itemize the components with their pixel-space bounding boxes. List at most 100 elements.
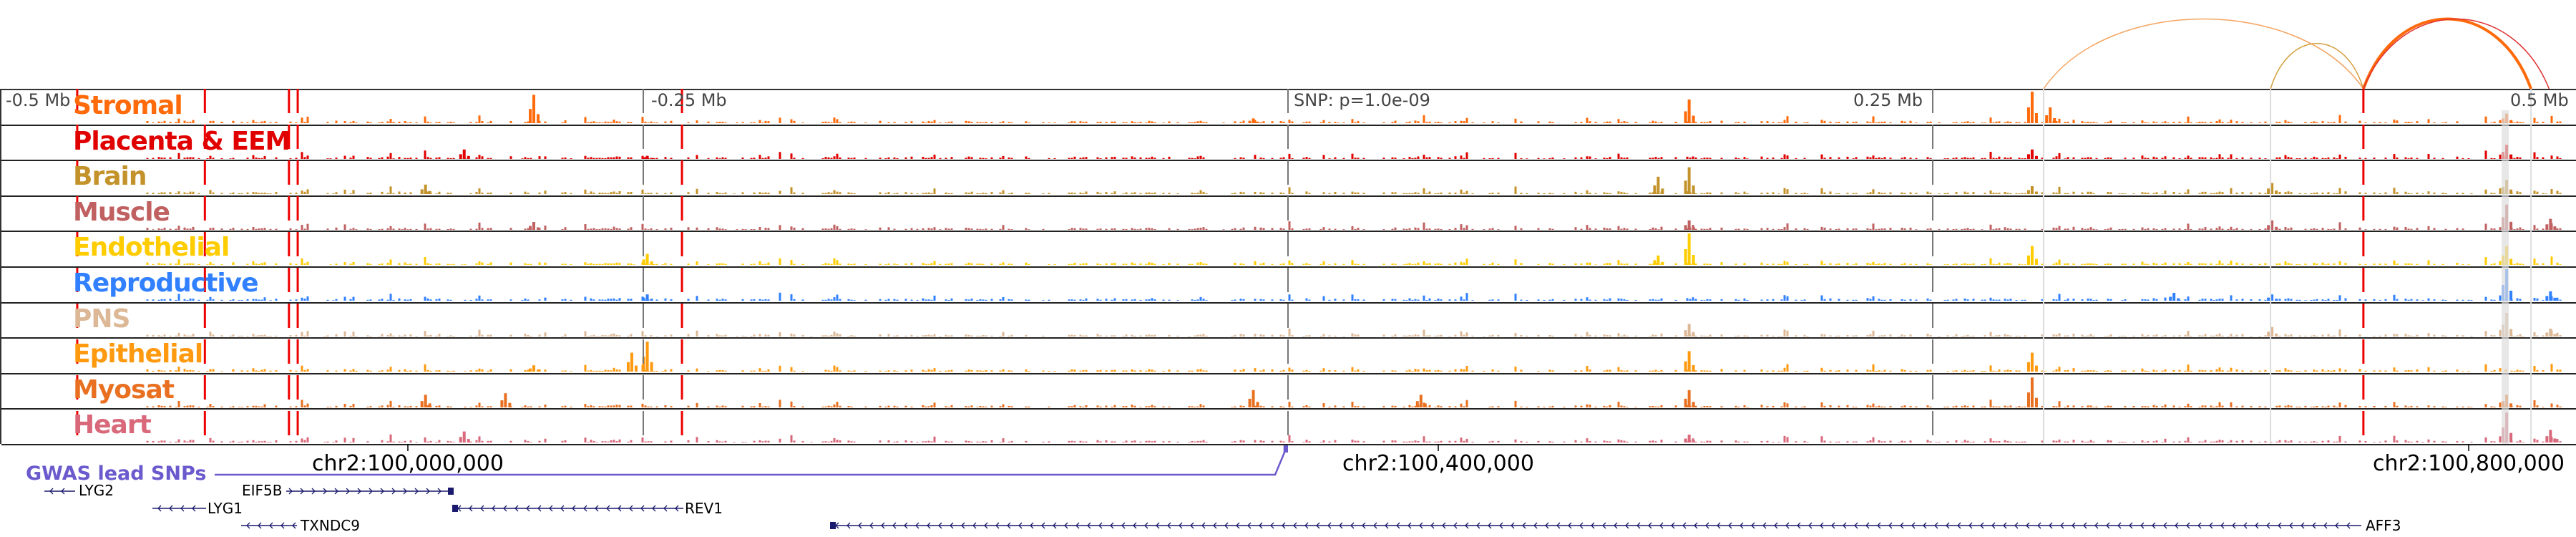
- signal-peak: [2545, 430, 2557, 443]
- track-label: Brain: [73, 162, 147, 192]
- gene-label-lyg2[interactable]: LYG2: [79, 482, 114, 499]
- signal-peak: [420, 395, 431, 407]
- snp-label: SNP: p=1.0e-09: [1294, 90, 1430, 110]
- track-label: Reproductive: [73, 268, 259, 298]
- ruler-label: -0.5 Mb: [6, 90, 71, 110]
- track-label: Muscle: [73, 197, 170, 227]
- signal-peak: [1653, 176, 1664, 195]
- signal-peak: [420, 184, 431, 195]
- signal-background: [146, 400, 2562, 407]
- signal-peak: [1684, 233, 1695, 266]
- ruler-label: 0.5 Mb: [2510, 90, 2569, 110]
- gene-lyg1[interactable]: [152, 505, 206, 512]
- gene-lyg2[interactable]: [44, 488, 75, 495]
- track-signal: [146, 312, 2562, 337]
- signal-peak: [529, 365, 540, 372]
- gene-rev1[interactable]: [452, 505, 683, 512]
- signal-peak: [2545, 328, 2557, 337]
- signal-background: [146, 435, 2562, 443]
- signal-peak: [2169, 293, 2180, 301]
- gene-label-txndc9[interactable]: TXNDC9: [301, 517, 360, 534]
- signal-peak: [626, 352, 638, 372]
- gene-aff3[interactable]: [830, 522, 2361, 529]
- signal-peak: [1684, 167, 1695, 195]
- marker-lines: [76, 89, 2532, 444]
- track-pns: PNS: [1, 304, 2576, 339]
- signal-peak: [642, 342, 653, 372]
- signal-background: [146, 186, 2562, 195]
- signal-background: [146, 292, 2562, 301]
- signal-peak: [1653, 256, 1664, 266]
- signal-peak: [2267, 220, 2278, 230]
- gwas-label: GWAS lead SNPs: [26, 463, 207, 485]
- track-signal: [146, 233, 2562, 266]
- signal-peak: [2026, 377, 2038, 407]
- track-epithelial: Epithelial: [1, 339, 2576, 374]
- highlight-band: [2502, 110, 2509, 444]
- signal-peak: [2267, 326, 2278, 337]
- gene-eif5b[interactable]: [286, 488, 454, 495]
- track-heart: Heart: [1, 410, 2576, 445]
- track-reproductive: Reproductive: [1, 268, 2576, 304]
- chromatin-loops: [2043, 17, 2550, 89]
- axis-tick-label: chr2:100,400,000: [1342, 451, 1534, 476]
- signal-background: [146, 328, 2562, 337]
- loop-arc: [2363, 18, 2550, 89]
- track-signal: [146, 167, 2562, 195]
- signal-peak: [1684, 390, 1695, 407]
- signal-peak: [500, 392, 512, 407]
- track-signal: [146, 377, 2562, 407]
- gene-label-lyg1[interactable]: LYG1: [208, 500, 243, 517]
- signal-peak: [2026, 246, 2038, 266]
- signal-peak: [1248, 390, 1259, 407]
- signal-peak: [1684, 351, 1695, 372]
- signal-peak: [1684, 220, 1695, 230]
- signal-peak: [1684, 323, 1695, 337]
- signal-peak: [642, 294, 653, 301]
- axis-tick-label: chr2:100,800,000: [2373, 451, 2565, 476]
- gene-label-eif5b[interactable]: EIF5B: [242, 482, 283, 499]
- signal-peak: [2267, 183, 2278, 195]
- signal-peak: [2045, 107, 2057, 123]
- gene-track: [44, 444, 2469, 529]
- track-signal: [146, 342, 2562, 372]
- loop-arc: [2043, 18, 2364, 89]
- signal-peak: [1684, 100, 1695, 123]
- signal-peak: [1415, 395, 1427, 407]
- signal-peak: [642, 253, 653, 266]
- signal-peak: [642, 155, 653, 159]
- track-label: Placenta & EEM: [73, 126, 291, 156]
- track-signal: [146, 204, 2562, 230]
- track-label: Heart: [73, 410, 152, 440]
- track-label: Myosat: [73, 374, 175, 405]
- ruler-label: -0.25 Mb: [651, 90, 727, 110]
- track-label: PNS: [73, 304, 130, 334]
- loop-arc: [2270, 43, 2364, 89]
- gene-label-aff3[interactable]: AFF3: [2366, 517, 2401, 534]
- track-endothelial: Endothelial: [1, 232, 2576, 268]
- signal-peak: [2026, 149, 2038, 159]
- signal-peak: [2026, 92, 2038, 123]
- gwas-snp-marker[interactable]: [1284, 445, 1288, 453]
- signal-background: [146, 256, 2562, 266]
- signal-background: [146, 364, 2562, 372]
- signal-peak: [529, 221, 540, 230]
- signal-peak: [2026, 352, 2038, 372]
- track-label: Stromal: [73, 91, 183, 120]
- signal-peak: [2545, 291, 2557, 301]
- ruler-label: 0.25 Mb: [1853, 90, 1923, 110]
- gene-txndc9[interactable]: [241, 522, 297, 529]
- signal-peak: [1248, 118, 1259, 123]
- signal-peak: [529, 95, 540, 123]
- loop-arc: [2361, 17, 2533, 89]
- signal-peak: [459, 149, 470, 159]
- axis-tick-label: chr2:100,000,000: [312, 451, 504, 476]
- gene-label-rev1[interactable]: REV1: [685, 500, 723, 517]
- signal-peak: [2267, 294, 2278, 301]
- signal-tracks: Stromal Placenta & EEM Brain Muscle Endothel…: [0, 89, 2576, 445]
- track-muscle: Muscle: [1, 197, 2576, 233]
- signal-peak: [459, 431, 470, 443]
- signal-peak: [1684, 435, 1695, 443]
- signal-peak: [2545, 218, 2557, 230]
- track-brain: Brain: [1, 161, 2576, 197]
